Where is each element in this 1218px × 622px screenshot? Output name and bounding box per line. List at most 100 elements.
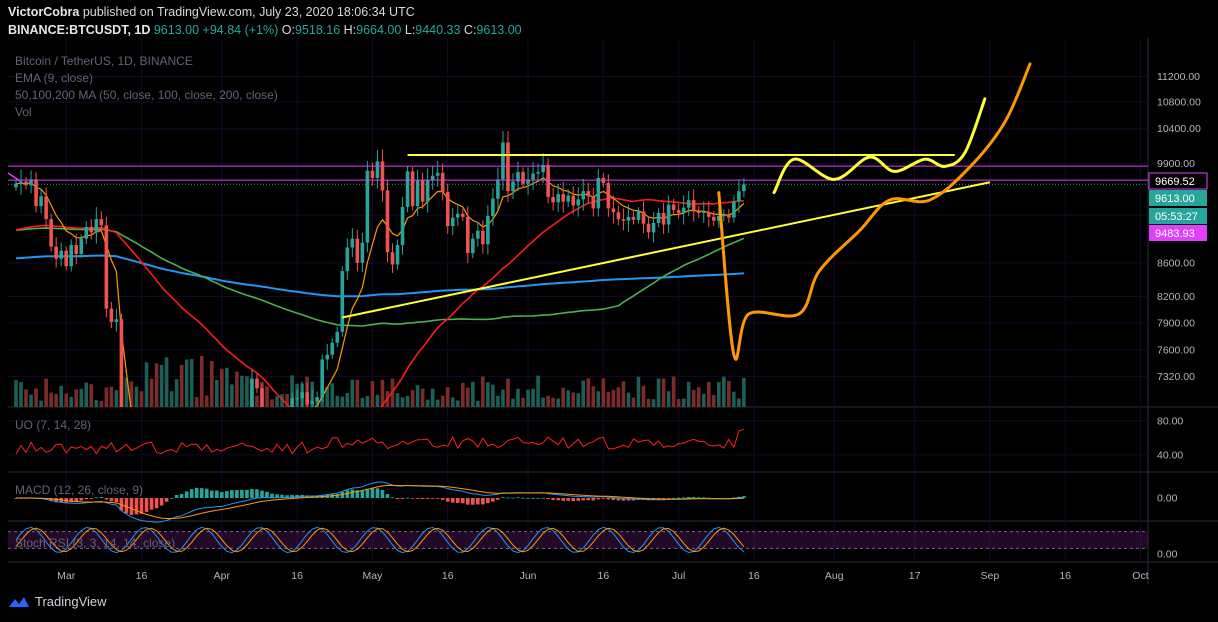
macd-bar [209, 490, 214, 498]
macd-bar [94, 497, 99, 499]
legend-uo[interactable]: UO (7, 14, 28) [15, 418, 92, 432]
macd-bar [581, 498, 586, 501]
legend-vol[interactable]: Vol [15, 105, 32, 119]
uo-tick-label: 40.00 [1157, 449, 1183, 461]
candle-body [727, 215, 731, 218]
macd-bar [265, 491, 269, 498]
macd-bar [159, 498, 164, 506]
projection-path-orange[interactable] [717, 62, 1032, 361]
candle-body [400, 206, 405, 246]
volume-bar [245, 376, 249, 407]
trendline-rising-support[interactable] [342, 181, 991, 319]
volume-bar [285, 393, 289, 407]
macd-bar [144, 498, 149, 512]
volume-bar [626, 392, 631, 407]
volume-bar [606, 391, 611, 407]
candle-body [611, 208, 616, 213]
y-tick-label: 7320.00 [1157, 371, 1195, 383]
author-name[interactable]: VictorCobra [8, 5, 80, 19]
volume-bar [54, 394, 58, 407]
candle-body [340, 271, 345, 332]
symbol-info: BINANCE:BTCUSDT, 1D 9613.00 +94.84 (+1%)… [8, 23, 522, 37]
candle-body [420, 180, 425, 202]
macd-bar [691, 497, 696, 498]
candle-body [89, 226, 94, 233]
volume-bar [230, 384, 234, 407]
volume-bar [99, 400, 104, 407]
candle-body [671, 204, 676, 210]
candle-body [666, 204, 671, 225]
volume-bar [355, 379, 360, 407]
volume-bar [194, 397, 199, 407]
volume-bar [360, 398, 365, 407]
volume-bar [280, 394, 284, 407]
legend-macd[interactable]: MACD (12, 26, close, 9) [15, 483, 144, 497]
macd-bar [611, 498, 616, 500]
macd-bar [350, 489, 355, 498]
candle-body [691, 200, 696, 212]
macd-bar [571, 498, 576, 502]
macd-bar [129, 498, 134, 515]
candle-body [320, 359, 325, 398]
volume-bar [405, 395, 410, 407]
candle-body [145, 595, 149, 615]
volume-bar [596, 391, 601, 407]
x-tick-label: Sep [981, 570, 1000, 582]
price-tag-upper[interactable]: 9669.52 [1148, 172, 1208, 190]
x-tick-label: Apr [214, 570, 231, 582]
macd-bar [696, 497, 701, 499]
macd-bar [114, 498, 119, 503]
macd-bar [405, 497, 410, 499]
volume-bar [732, 391, 736, 407]
macd-bar [561, 498, 565, 501]
candle-body [536, 172, 540, 174]
price-tag-countdown[interactable]: 05:53:27 [1149, 208, 1207, 224]
macd-bar [476, 498, 480, 505]
projection-path-yellow[interactable] [772, 97, 987, 195]
legend-ema[interactable]: EMA (9, close) [15, 71, 94, 85]
volume-bar [89, 384, 94, 407]
price-tag-text: 9669.52 [1155, 176, 1195, 188]
x-tick-label: 16 [1059, 570, 1071, 582]
macd-bar [466, 498, 470, 505]
legend-ma[interactable]: 50,100,200 MA (50, close, 100, close, 20… [15, 88, 278, 102]
volume-bar [255, 395, 259, 407]
volume-bar [144, 362, 149, 407]
macd-bar [179, 494, 184, 498]
volume-bar [225, 367, 229, 407]
x-tick-label: 16 [748, 570, 760, 582]
volume-bar [350, 379, 355, 407]
volume-bar [636, 376, 641, 407]
candle-body [104, 225, 109, 309]
macd-bar [84, 498, 89, 500]
price-tag-lower[interactable]: 9483.93 [1149, 225, 1207, 241]
price-change: +94.84 (+1%) [202, 23, 279, 37]
candle-body [350, 238, 355, 248]
volume-bar [69, 396, 74, 407]
volume-bar [335, 395, 340, 407]
close-value: 9613.00 [476, 23, 522, 37]
candle-body [210, 474, 214, 532]
macd-bar [666, 498, 671, 499]
macd-bar [290, 494, 294, 498]
candle-body [44, 196, 48, 220]
macd-bar [596, 498, 601, 500]
volume-bar [541, 397, 545, 407]
volume-bar [661, 378, 666, 407]
volume-bar [235, 371, 239, 407]
macd-bar [69, 498, 74, 503]
symbol-name[interactable]: BINANCE:BTCUSDT, 1D [8, 23, 151, 37]
volume-bar [681, 398, 686, 407]
candle-body [576, 199, 581, 206]
macd-bar [425, 498, 430, 499]
candle-body [285, 418, 289, 424]
ma200-line [15, 254, 744, 298]
candle-body [455, 213, 460, 218]
legend-title[interactable]: Bitcoin / TetherUS, 1D, BINANCE [15, 54, 193, 68]
volume-bar [536, 375, 540, 407]
tradingview-brand[interactable]: TradingView [8, 594, 107, 609]
volume-bar [511, 398, 515, 407]
price-tag-last[interactable]: 9613.00 [1149, 190, 1207, 206]
legend-stoch[interactable]: Stoch RSI (3, 3, 14, 14, close) [15, 536, 176, 550]
